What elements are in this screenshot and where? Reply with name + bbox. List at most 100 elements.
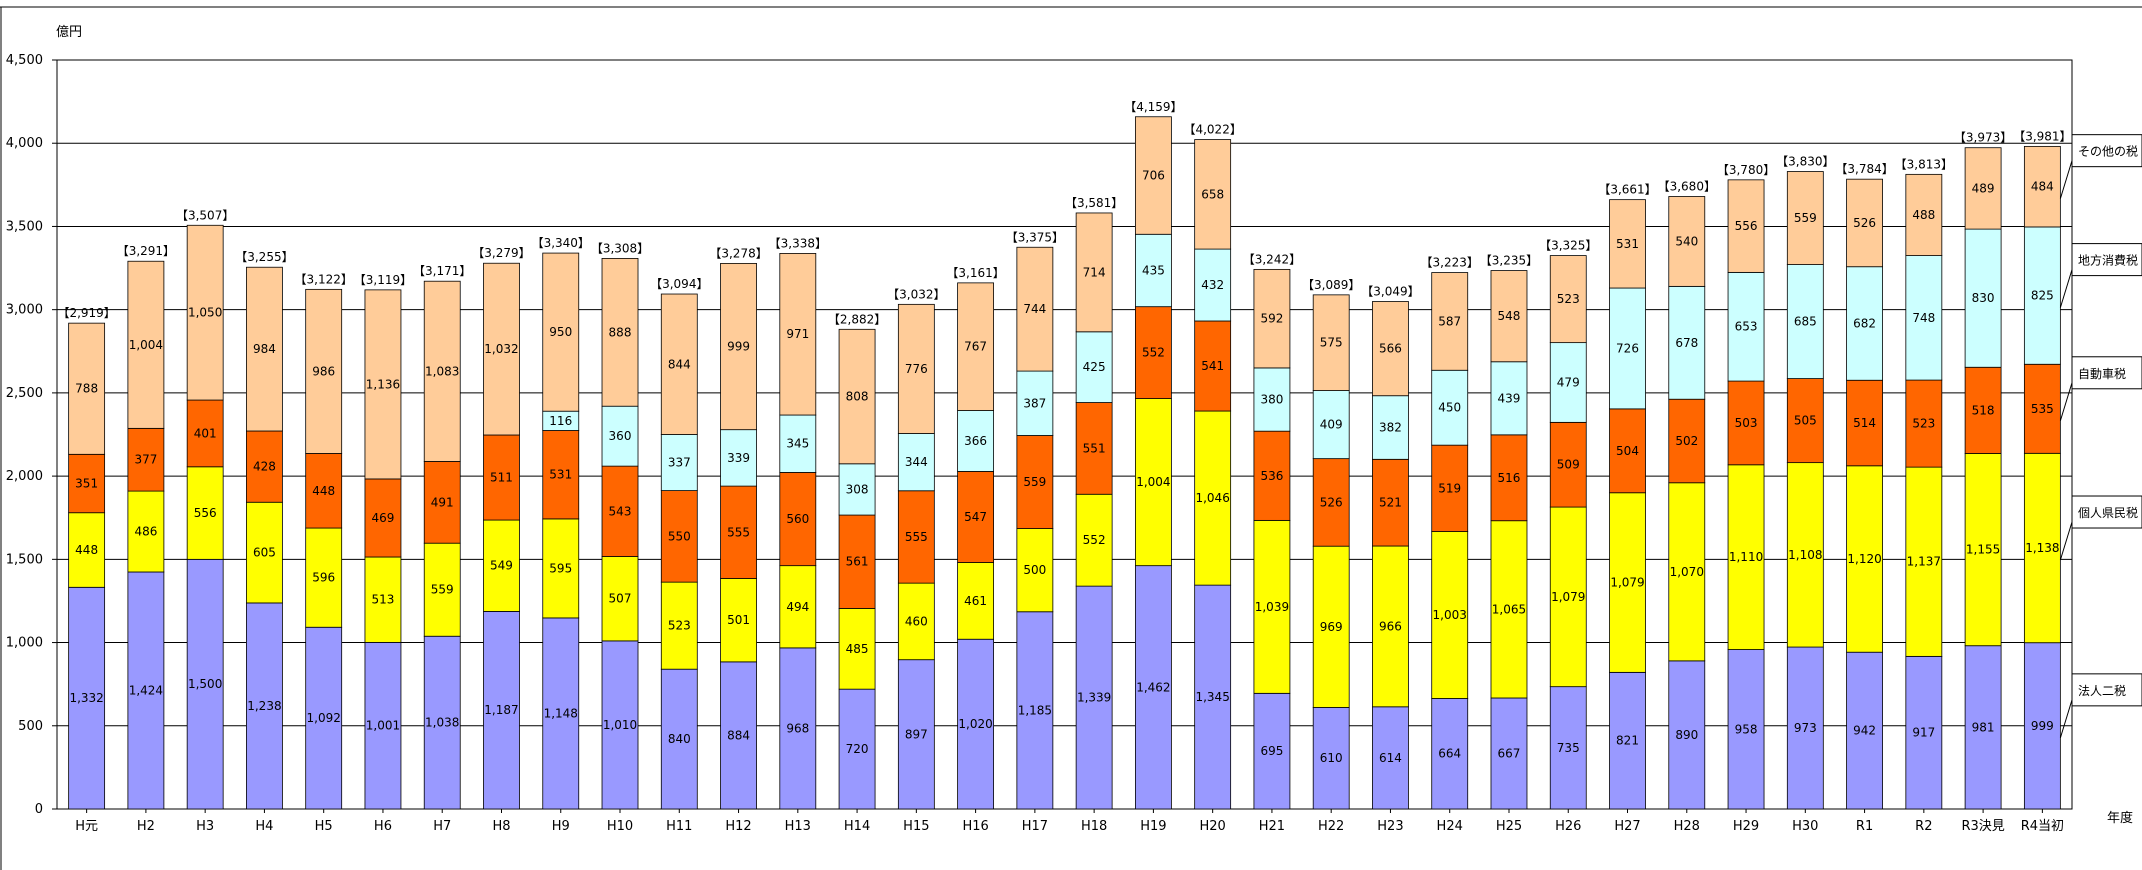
legend-label: 地方消費税	[2078, 253, 2138, 268]
bar-total-label: 【3,049】	[1361, 285, 1419, 299]
bar-segment-label: 1,079	[1551, 590, 1585, 604]
bar-total-label: 【3,242】	[1243, 252, 1301, 266]
bar-total-label: 【3,661】	[1598, 183, 1656, 197]
x-category-label: H6	[374, 819, 392, 834]
x-category-label: H17	[1022, 819, 1048, 834]
bar-segment	[1372, 545, 1409, 708]
bar-segment	[1964, 645, 2002, 810]
bar-segment	[1134, 565, 1172, 810]
bar-segment	[483, 262, 520, 436]
bar-segment	[364, 556, 402, 643]
bar-segment-label: 825	[2031, 289, 2054, 303]
bar-segment	[305, 626, 343, 810]
bar-segment-label: 531	[549, 468, 572, 482]
bar-segment-label: 1,001	[366, 719, 400, 733]
bar-segment	[660, 293, 698, 435]
bar-segment-label: 505	[1794, 414, 1817, 428]
x-category-label: H元	[75, 819, 98, 834]
bar-segment	[1609, 492, 1646, 673]
bar-segment-label: 380	[1260, 393, 1283, 407]
bar-segment-label: 559	[1794, 211, 1817, 225]
bar-total-label: 【3,223】	[1421, 256, 1479, 270]
bar-segment-label: 552	[1142, 346, 1165, 360]
bar-segment	[660, 668, 698, 810]
bar-segment-label: 485	[846, 642, 869, 656]
bar-segment-label: 448	[75, 543, 98, 557]
bar-segment	[1786, 462, 1824, 648]
bar-segment-label: 1,108	[1788, 548, 1822, 562]
bar-segment	[1964, 147, 2002, 230]
bar-segment-label: 1,004	[129, 338, 163, 352]
bar-segment	[423, 280, 461, 462]
bar-total-label: 【3,340】	[532, 236, 590, 250]
bar-segment-label: 714	[1083, 265, 1106, 279]
bar-segment-label: 706	[1142, 169, 1165, 183]
bar-segment	[1609, 408, 1646, 494]
bar-segment	[838, 608, 876, 690]
bar-segment-label: 366	[964, 434, 987, 448]
bar-segment	[423, 542, 461, 637]
bar-segment	[1549, 506, 1587, 688]
x-category-label: H5	[315, 819, 333, 834]
bar-segment	[364, 289, 402, 480]
bar-segment-label: 605	[253, 546, 276, 560]
bar-segment-label: 507	[609, 592, 632, 606]
bar-segment-label: 556	[1735, 219, 1758, 233]
bar-segment-label: 560	[786, 512, 809, 526]
bar-segment	[1549, 421, 1587, 508]
bar-segment-label: 942	[1853, 724, 1876, 738]
bar-segment	[2023, 452, 2061, 644]
bar-total-label: 【3,279】	[472, 246, 530, 260]
bar-total-label: 【3,680】	[1658, 179, 1716, 193]
bar-segment-label: 1,120	[1847, 552, 1881, 566]
bar-segment-label: 519	[1438, 481, 1461, 495]
bar-total-label: 【3,119】	[354, 273, 412, 287]
bar-segment	[186, 399, 224, 468]
y-tick-label: 0	[35, 802, 43, 817]
bar-segment-label: 549	[490, 559, 513, 573]
bar-total-label: 【3,981】	[2013, 129, 2071, 143]
bar-segment-label: 401	[194, 426, 217, 440]
bar-segment	[1668, 285, 1706, 400]
bar-segment	[1431, 444, 1469, 532]
bars-layer	[68, 116, 2061, 810]
bar-segment	[1372, 458, 1409, 547]
bar-segment-label: 494	[786, 600, 809, 614]
bar-segment-label: 1,137	[1907, 555, 1941, 569]
bar-segment	[838, 463, 876, 516]
bar-segment	[601, 405, 639, 467]
y-tick-label: 500	[18, 719, 43, 734]
bar-segment-label: 531	[1616, 237, 1639, 251]
bar-segment-label: 1,238	[247, 699, 281, 713]
bar-segment	[1134, 398, 1172, 567]
x-category-label: H19	[1140, 819, 1166, 834]
bar-segment-label: 511	[490, 471, 513, 485]
bar-total-label: 【3,325】	[1539, 239, 1597, 253]
x-category-label: H9	[552, 819, 570, 834]
bar-segment	[1490, 434, 1528, 522]
bar-segment	[660, 434, 698, 491]
y-tick-label: 2,000	[6, 469, 43, 484]
bar-segment-label: 1,138	[2025, 541, 2059, 555]
y-tick-label: 2,500	[6, 386, 43, 401]
bar-segment	[542, 252, 580, 412]
bar-segment-label: 555	[905, 530, 928, 544]
legend-label: 自動車税	[2078, 367, 2126, 381]
bar-segment	[1727, 271, 1765, 382]
bar-segment	[838, 514, 876, 609]
bar-segment	[897, 490, 935, 584]
bar-segment	[779, 565, 817, 649]
bar-segment	[305, 453, 343, 529]
bar-segment-label: 1,050	[188, 306, 222, 320]
bar-segment-label: 382	[1379, 421, 1402, 435]
x-category-label: H4	[255, 819, 273, 834]
bar-segment	[1490, 520, 1528, 699]
bar-segment	[127, 427, 165, 492]
bar-segment-label: 981	[1972, 720, 1995, 734]
bar-segment-label: 958	[1735, 722, 1758, 736]
bar-segment-label: 377	[134, 453, 157, 467]
bar-segment-label: 767	[964, 340, 987, 354]
bar-segment	[1134, 233, 1172, 308]
bar-segment-label: 726	[1616, 341, 1639, 355]
x-category-label: H11	[666, 819, 692, 834]
